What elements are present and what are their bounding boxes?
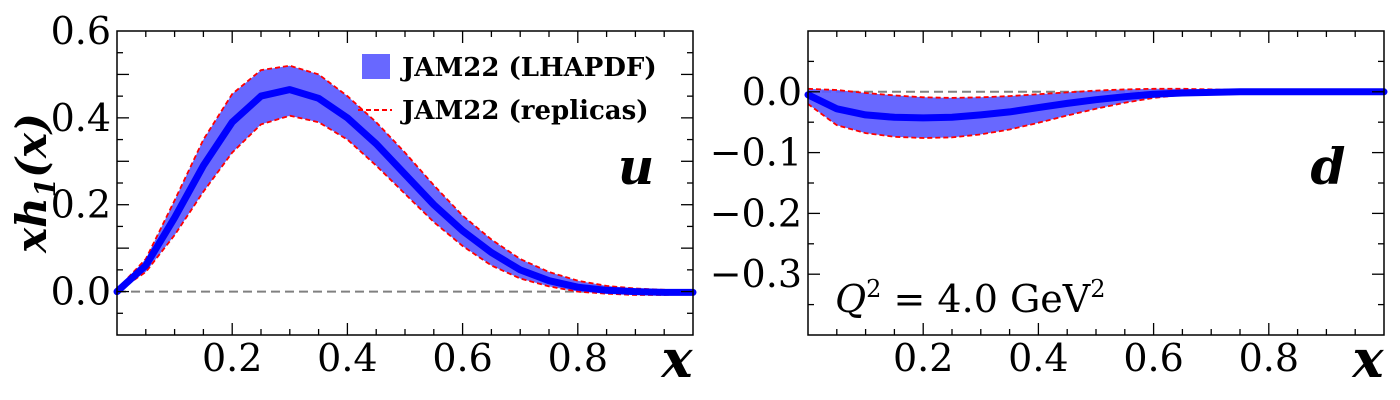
replica-lower-edge	[116, 114, 694, 296]
x-tick-label: 0.2	[893, 336, 953, 380]
data-point	[548, 279, 550, 282]
x-tick-label: 0.4	[317, 336, 377, 380]
legend-label: JAM22 (LHAPDF)	[400, 53, 657, 83]
data-point	[864, 114, 867, 116]
data-point	[404, 173, 406, 176]
data-point	[634, 290, 637, 293]
data-point	[1181, 92, 1184, 94]
x-axis-label: x	[1351, 329, 1384, 390]
x-tick-label: 0.6	[1123, 336, 1183, 380]
y-tick-label: −0.1	[710, 131, 802, 175]
data-point	[490, 251, 493, 254]
y-tick-label: 0.6	[51, 9, 111, 53]
data-point	[893, 116, 896, 119]
data-point	[1037, 106, 1040, 109]
data-point	[1095, 98, 1097, 101]
data-point	[519, 269, 521, 271]
data-point	[951, 116, 953, 119]
uncertainty-band	[808, 88, 1384, 138]
y-tick-label: −0.3	[710, 252, 802, 296]
legend-label: JAM22 (replicas)	[400, 96, 649, 126]
data-point	[260, 95, 262, 97]
data-point	[317, 97, 320, 100]
data-point	[1066, 102, 1068, 105]
chart-panel-u: 0.2 0.4 0.6 0.8 0.0 0.2 0.4 0.6 x u xh1(x) JAM22 (L…	[7, 9, 697, 390]
data-point	[577, 286, 579, 289]
q-superscript: 2	[866, 275, 881, 303]
data-point	[1354, 91, 1356, 93]
data-point	[375, 143, 378, 145]
y-axis-label-tail: (x)	[7, 113, 56, 178]
gev-superscript: 2	[1090, 275, 1105, 303]
data-point	[289, 88, 291, 91]
data-point	[1296, 91, 1299, 93]
data-point	[1325, 91, 1328, 93]
q2-annotation: Q2 = 4.0 GeV2	[835, 275, 1106, 321]
data-point	[663, 291, 665, 294]
panel-label: u	[618, 137, 654, 196]
data-point	[202, 164, 205, 167]
data-point	[433, 203, 435, 206]
q-symbol: Q	[835, 277, 866, 321]
y-tick-label: 0.4	[51, 96, 111, 140]
x-axis-label: x	[660, 329, 693, 390]
data-point	[1008, 111, 1011, 113]
data-point	[836, 108, 838, 110]
y-axis-label-main: xh	[7, 197, 56, 254]
data-point	[1210, 91, 1212, 94]
y-tick-label: 0.0	[742, 70, 802, 114]
data-point	[605, 289, 608, 292]
data-point	[922, 117, 924, 119]
y-tick-label: 0.0	[51, 270, 111, 314]
data-point	[1239, 91, 1241, 93]
q2-value: = 4.0 GeV	[881, 277, 1090, 321]
y-axis-label: xh1(x)	[7, 113, 62, 254]
replica-upper-edge	[116, 64, 694, 292]
data-point	[980, 114, 982, 116]
data-point	[173, 216, 176, 219]
x-tick-label: 0.2	[202, 336, 262, 380]
x-tick-label: 0.8	[1239, 336, 1299, 380]
data-point	[346, 117, 349, 119]
x-tick-label: 0.8	[548, 336, 608, 380]
data-point	[461, 229, 464, 232]
data-point	[1268, 91, 1270, 93]
y-tick-label: −0.2	[710, 191, 802, 235]
data-point	[231, 121, 233, 123]
data-point	[145, 264, 147, 267]
data-point	[1124, 95, 1126, 98]
x-tick-label: 0.6	[432, 336, 492, 380]
data-point	[1152, 93, 1155, 96]
x-tick-label: 0.4	[1008, 336, 1068, 380]
y-tick-label: 0.2	[51, 183, 111, 227]
legend-band-swatch	[362, 54, 390, 79]
panel-label: d	[1311, 137, 1346, 196]
y-axis-label-subscript: 1	[29, 178, 62, 197]
uncertainty-band	[117, 65, 693, 295]
legend: JAM22 (LHAPDF) JAM22 (replicas)	[358, 53, 657, 126]
